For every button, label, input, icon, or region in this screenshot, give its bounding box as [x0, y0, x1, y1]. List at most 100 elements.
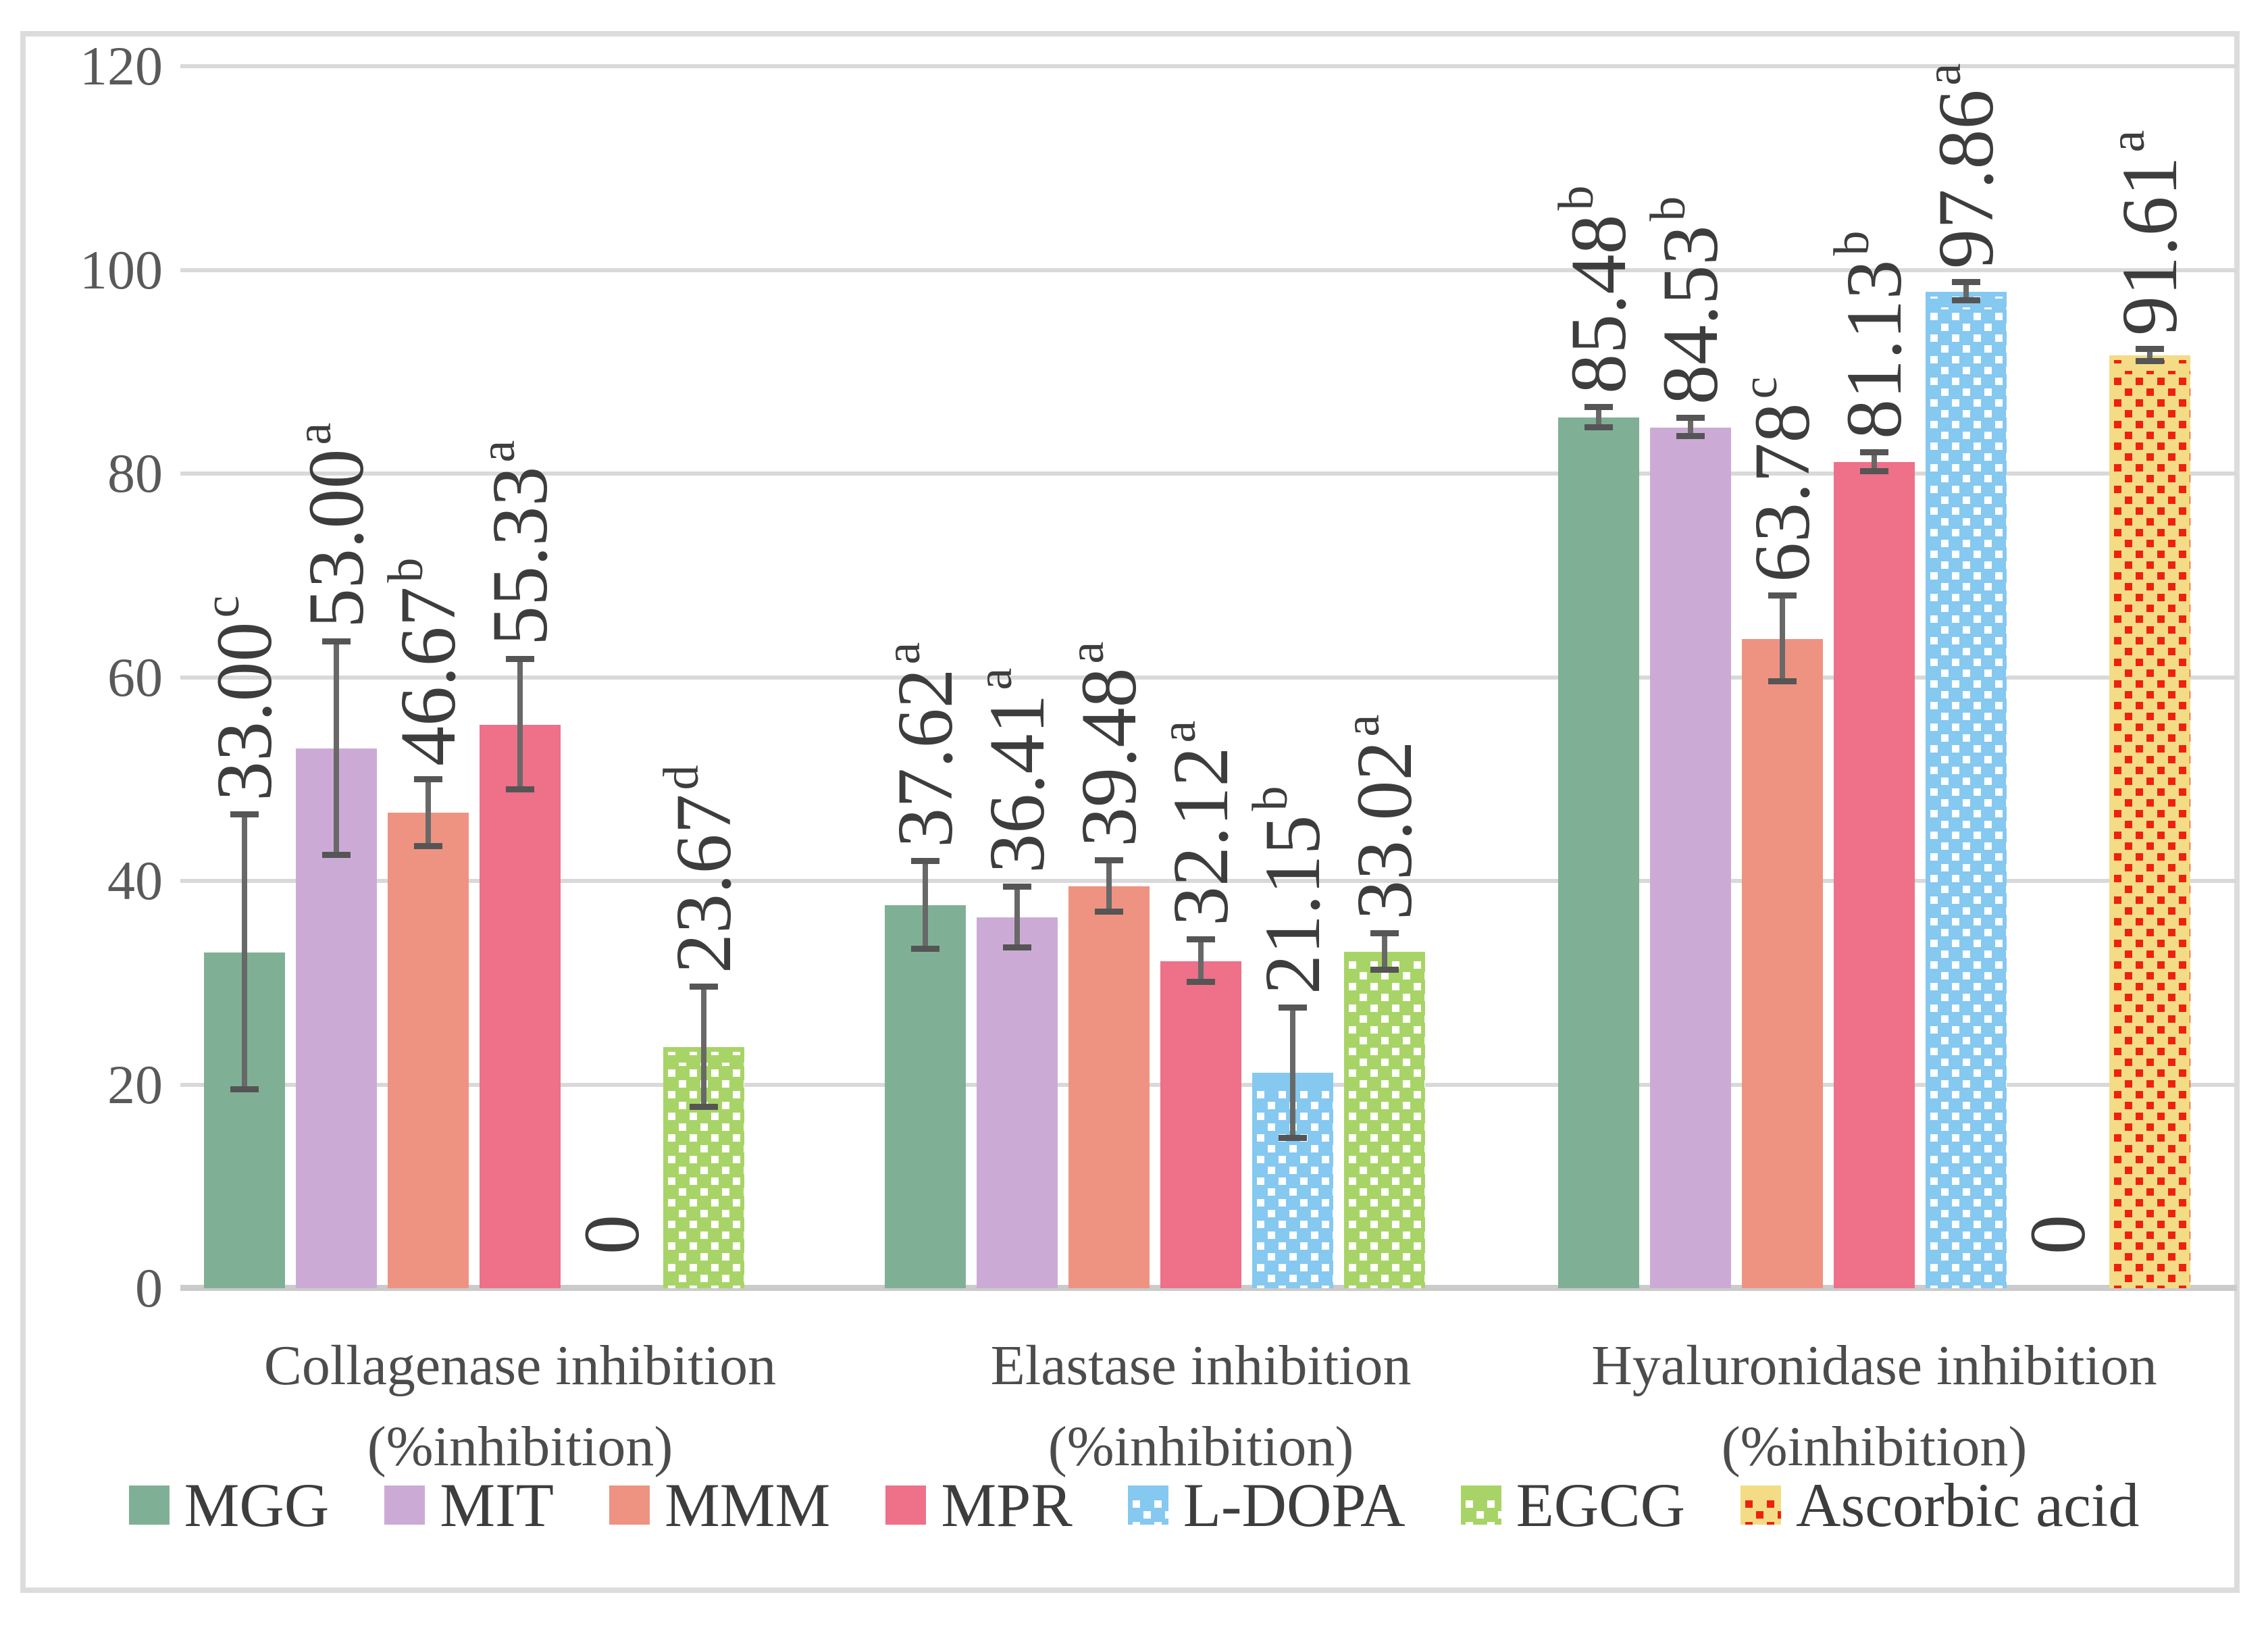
error-bar-cap — [1768, 592, 1797, 599]
bar-mgg — [1558, 417, 1639, 1288]
legend-swatch — [609, 1485, 650, 1525]
bar-value-label: 91.61a — [2100, 130, 2194, 336]
bar-value-label: 33.02a — [1335, 714, 1428, 921]
legend-item: MMM — [609, 1474, 830, 1536]
gridline — [180, 268, 2237, 272]
legend-label: MPR — [941, 1471, 1073, 1540]
legend-swatch — [128, 1485, 170, 1525]
y-tick-label: 20 — [107, 1053, 163, 1115]
error-bar-stem — [1596, 407, 1601, 428]
y-tick-label: 100 — [80, 238, 163, 301]
category-label-line1: Hyaluronidase inhibition — [1591, 1334, 2157, 1397]
bar-value-label: 84.53b — [1641, 196, 1734, 405]
error-bar-cap — [1860, 449, 1888, 456]
legend-swatch — [384, 1485, 426, 1525]
category-label-line1: Elastase inhibition — [990, 1334, 1412, 1397]
error-bar-cap — [506, 786, 534, 793]
error-bar-cap — [414, 843, 442, 850]
error-bar-stem — [1688, 418, 1693, 437]
bar-value-label: 55.33a — [470, 440, 564, 646]
error-bar-cap — [1768, 678, 1797, 684]
bar-mit — [1650, 427, 1731, 1288]
chart-legend: MGG MIT MMM MPR L-DOPA EGCG Ascorbic aci… — [0, 1474, 2268, 1536]
bar-value-label: 32.12a — [1151, 720, 1245, 927]
bar-mpr — [480, 724, 561, 1288]
error-bar-cap — [1003, 944, 1031, 951]
bar-mmm — [1742, 638, 1823, 1288]
legend-item: EGCG — [1460, 1471, 1686, 1540]
error-bar-cap — [1860, 467, 1888, 474]
y-tick-label: 40 — [107, 850, 163, 911]
legend-label: MGG — [184, 1471, 330, 1540]
error-bar-cap — [1676, 433, 1705, 440]
error-bar-stem — [1780, 596, 1785, 682]
bar-mmm — [388, 813, 469, 1288]
error-bar-stem — [334, 641, 339, 856]
error-bar-stem — [1382, 934, 1387, 971]
category-label: Elastase inhibition (%inhibition) — [762, 1325, 1640, 1488]
bar-value-label: 85.48b — [1549, 185, 1643, 395]
error-bar-cap — [322, 852, 351, 859]
category-label: Collagenase inhibition (%inhibition) — [81, 1325, 959, 1488]
error-bar-cap — [1370, 930, 1399, 937]
error-bar-stem — [1106, 861, 1112, 912]
y-tick-label: 0 — [135, 1257, 163, 1319]
error-bar-cap — [2136, 345, 2164, 352]
legend-item: L-DOPA — [1127, 1471, 1406, 1540]
error-bar-stem — [2147, 349, 2153, 362]
legend-item: Ascorbic acid — [1741, 1474, 2139, 1536]
error-bar-cap — [1095, 857, 1123, 864]
category-label: Hyaluronidase inhibition (%inhibition) — [1435, 1325, 2268, 1488]
error-bar-cap — [1584, 404, 1613, 411]
category-label-line1: Collagenase inhibition — [263, 1334, 777, 1397]
legend-label: MIT — [440, 1471, 554, 1540]
legend-label: L-DOPA — [1183, 1471, 1406, 1540]
bar-group: 85.48b 84.53b 63.78c 81.13b 97.86a 0 91.61a — [1549, 63, 2194, 1288]
error-bar-stem — [426, 779, 431, 847]
y-tick-label: 80 — [107, 442, 163, 504]
legend-label: MMM — [664, 1471, 831, 1540]
error-bar-cap — [911, 858, 939, 865]
gridline — [180, 879, 2237, 883]
legend-item: MPR — [885, 1471, 1073, 1540]
y-tick-label: 120 — [80, 35, 163, 97]
error-bar-cap — [1003, 883, 1031, 890]
y-tick-label: 60 — [107, 646, 163, 708]
bar-mpr — [1834, 461, 1915, 1288]
bar-value-label: 0 — [2013, 1215, 2102, 1254]
error-bar-cap — [414, 776, 442, 782]
legend-label: EGCG — [1516, 1471, 1686, 1540]
bar-egcg — [1344, 952, 1425, 1288]
bar-group: 33.00c 53.00a 46.67b 55.33a 0 23.67d — [195, 66, 836, 1288]
category-label-line2: (%inhibition) — [1721, 1415, 2028, 1478]
bar-value-label: 33.00c — [195, 595, 288, 802]
error-bar-cap — [1370, 967, 1399, 973]
error-bar-stem — [1872, 453, 1877, 472]
bar-value-label: 23.67d — [654, 765, 748, 974]
error-bar-cap — [1279, 1004, 1307, 1011]
error-bar-cap — [230, 1086, 259, 1093]
bar-value-label: 36.41a — [967, 667, 1061, 873]
category-label-line2: (%inhibition) — [367, 1415, 673, 1478]
bar-mpr — [1160, 961, 1241, 1288]
legend-label: Ascorbic acid — [1796, 1471, 2140, 1540]
error-bar-cap — [1952, 279, 1980, 286]
gridline — [180, 472, 2237, 476]
legend-swatch — [1460, 1485, 1501, 1525]
gridline — [180, 675, 2237, 680]
error-bar-cap — [1095, 908, 1123, 915]
bar-value-label: 39.48a — [1059, 641, 1153, 848]
bar-value-label: 46.67b — [378, 557, 472, 766]
bar-value-label: 81.13b — [1824, 230, 1918, 440]
bar-l-dopa — [1926, 291, 2007, 1288]
bar-group: 37.62a 36.41a 39.48a 32.12a 21.15b 33.02a — [875, 66, 1517, 1288]
error-bar-stem — [1963, 282, 1969, 301]
error-bar-cap — [911, 945, 939, 952]
legend-swatch — [1741, 1485, 1782, 1525]
error-bar-cap — [1187, 936, 1215, 943]
error-bar-stem — [242, 815, 247, 1090]
error-bar-cap — [1952, 297, 1980, 304]
error-bar-cap — [230, 811, 259, 818]
error-bar-cap — [690, 1104, 718, 1111]
